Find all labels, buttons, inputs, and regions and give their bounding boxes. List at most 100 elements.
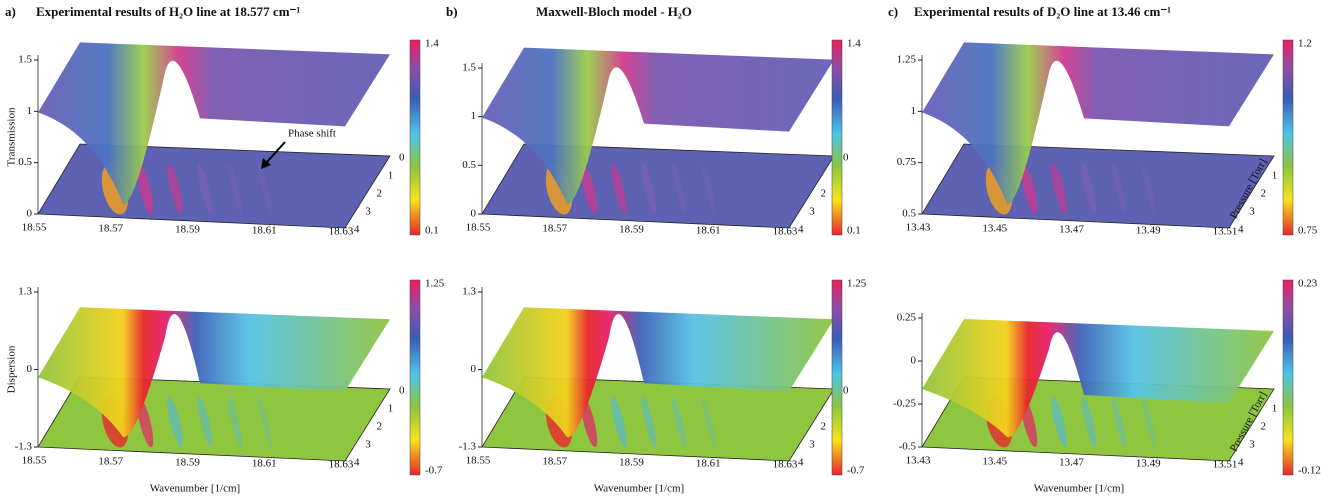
y-tick-label: -0.25 [893, 398, 916, 410]
x-tick-label: 13.45 [982, 223, 1007, 235]
colorbar-max: 1.4 [425, 38, 439, 50]
x-tick-label: 13.43 [906, 455, 931, 467]
pressure-tick-label: 1 [1272, 403, 1278, 415]
colorbar [409, 39, 421, 236]
y-tick-label: 1 [27, 105, 33, 117]
x-tick-label: 18.57 [98, 456, 123, 468]
y-tick-label: 0.5 [18, 156, 32, 168]
plane-ripple [227, 396, 243, 448]
surface-sheet [922, 42, 1274, 205]
plane-ripple [1142, 396, 1156, 448]
y-tick-label: 0 [471, 208, 477, 220]
colorbar-max: 0.23 [1298, 278, 1318, 290]
x-axis-label: Wavenumber [1/cm] [1034, 483, 1124, 495]
plane-ripple [167, 396, 183, 448]
y-tick-label: 1.5 [462, 62, 476, 74]
pressure-tick-label: 0 [843, 385, 849, 397]
plane-ripple [1051, 163, 1067, 215]
y-tick-label: 1.3 [462, 286, 476, 298]
y-tick-label: 0 [911, 355, 917, 367]
pressure-tick-label: 0 [399, 385, 405, 397]
pressure-tick-label: 0 [399, 152, 405, 164]
pressure-tick-label: 3 [1249, 206, 1255, 218]
x-tick-label: 18.63 [773, 226, 798, 238]
surface-sheet [482, 47, 834, 205]
y-axis-label: Dispersion [6, 345, 18, 393]
x-tick-label: 18.57 [542, 223, 567, 235]
pressure-tick-label: 4 [1238, 457, 1244, 469]
pressure-tick-label: 2 [1261, 188, 1267, 200]
plane-ripple [258, 163, 272, 215]
x-tick-label: 13.49 [1136, 458, 1161, 470]
base-plane [921, 143, 1275, 229]
surface-sheet [482, 307, 834, 438]
x-tick-label: 18.61 [252, 225, 277, 237]
plane-ripple [1081, 396, 1097, 448]
pressure-tick-label: 1 [1272, 170, 1278, 182]
colorbar-min: -0.12 [1298, 465, 1321, 477]
x-tick-label: 18.57 [98, 223, 123, 235]
colorbar-min: 0.75 [1298, 225, 1318, 237]
plane-ripple [611, 396, 627, 448]
panel-title: Experimental results of H₂O line at 18.5… [36, 4, 300, 19]
plane-ripple [1081, 163, 1097, 215]
x-tick-label: 18.59 [619, 224, 644, 236]
x-tick-label: 13.51 [1213, 459, 1238, 471]
colorbar [1282, 39, 1294, 236]
x-tick-label: 18.63 [329, 459, 354, 471]
y-tick-label: 1.3 [18, 286, 32, 298]
x-tick-label: 18.55 [22, 455, 47, 467]
x-tick-label: 18.61 [696, 458, 721, 470]
x-tick-label: 18.59 [175, 457, 200, 469]
y-tick-label: 1 [911, 105, 917, 117]
panel-label: b) [446, 4, 458, 19]
y-tick-label: 0 [27, 363, 33, 375]
pressure-tick-label: 2 [821, 421, 827, 433]
x-tick-label: 18.59 [619, 457, 644, 469]
pressure-tick-label: 2 [377, 421, 383, 433]
annotation: Phase shift [288, 128, 336, 140]
y-tick-label: 1.25 [897, 54, 917, 66]
plane-ripple [702, 396, 716, 448]
x-tick-label: 18.57 [542, 456, 567, 468]
colorbar [409, 279, 421, 476]
colorbar-min: -0.7 [847, 465, 865, 477]
colorbar [831, 39, 843, 236]
colorbar-min: -0.7 [425, 465, 443, 477]
y-tick-label: -1.3 [459, 441, 477, 453]
y-axis-label: Transmission [6, 107, 18, 166]
y-tick-label: 0 [471, 363, 477, 375]
y-tick-label: 0.5 [902, 208, 916, 220]
plane-ripple [1111, 163, 1127, 215]
colorbar-max: 1.25 [425, 278, 445, 290]
pressure-tick-label: 2 [1261, 421, 1267, 433]
pressure-tick-label: 3 [365, 206, 371, 218]
panel-title: Maxwell-Bloch model - H₂O [536, 4, 692, 19]
plane-ripple [611, 163, 627, 215]
plane-ripple [641, 396, 657, 448]
x-tick-label: 13.45 [982, 456, 1007, 468]
pressure-tick-label: 3 [365, 439, 371, 451]
plane-ripple [641, 163, 657, 215]
base-plane [481, 143, 835, 229]
plane-ripple [227, 163, 243, 215]
surface-sheet [38, 42, 390, 205]
panel-title: Experimental results of D₂O line at 13.4… [914, 4, 1171, 19]
arrow-head [261, 158, 271, 169]
colorbar-min: 0.1 [847, 225, 861, 237]
y-tick-label: -0.5 [899, 441, 917, 453]
surface-sheet [922, 318, 1274, 438]
base-plane [37, 143, 391, 229]
plane-ripple [197, 163, 213, 215]
y-tick-label: 0.25 [897, 312, 917, 324]
plane-ripple [258, 396, 272, 448]
x-axis-label: Wavenumber [1/cm] [594, 483, 684, 495]
plane-ripple [136, 163, 154, 215]
x-axis-label: Wavenumber [1/cm] [150, 483, 240, 495]
pressure-tick-label: 2 [821, 188, 827, 200]
x-tick-label: 18.55 [22, 222, 47, 234]
colorbar [831, 279, 843, 476]
y-tick-label: -1.3 [15, 441, 33, 453]
colorbar-max: 1.2 [1298, 38, 1312, 50]
